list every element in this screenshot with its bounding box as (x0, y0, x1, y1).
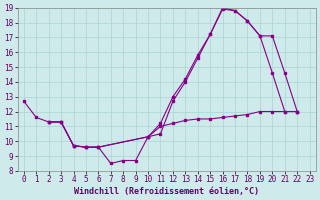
X-axis label: Windchill (Refroidissement éolien,°C): Windchill (Refroidissement éolien,°C) (74, 187, 259, 196)
